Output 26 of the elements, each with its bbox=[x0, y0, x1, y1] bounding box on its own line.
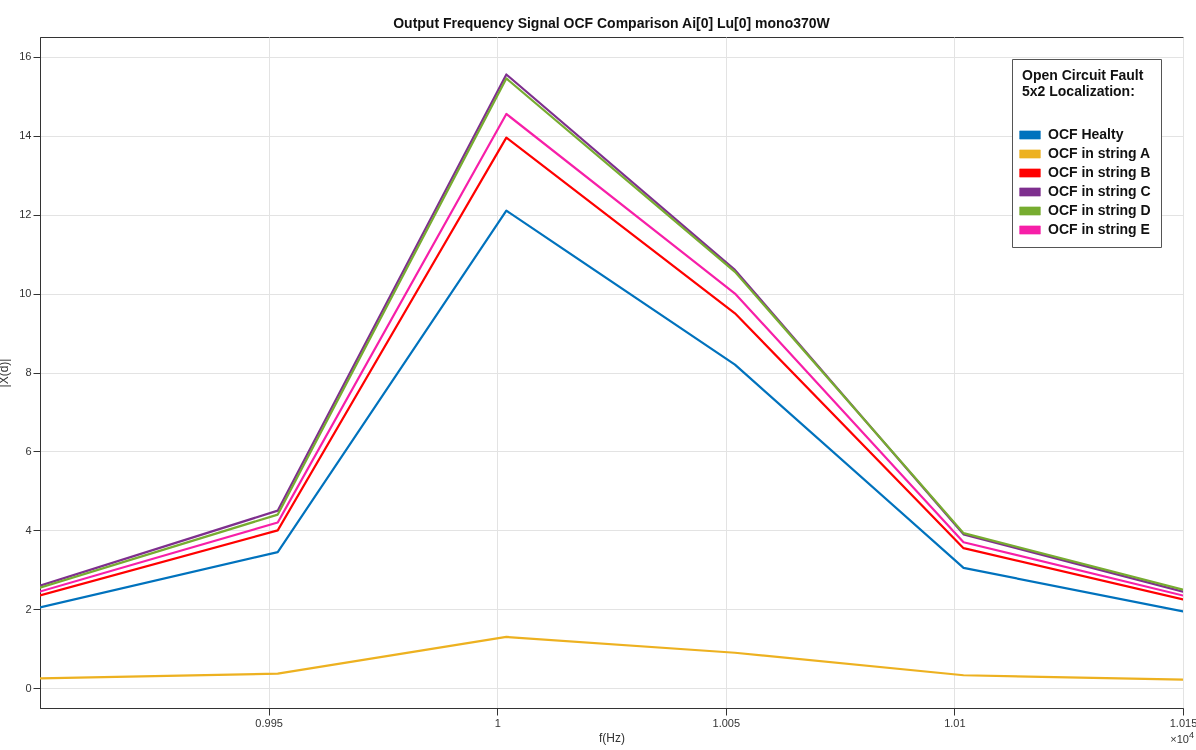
legend-label: OCF in string B bbox=[1048, 164, 1151, 180]
x-tick-label: 1.015 bbox=[1169, 716, 1196, 729]
y-tick-label: 2 bbox=[25, 602, 32, 615]
legend-label: OCF in string E bbox=[1048, 221, 1150, 237]
x-tick-label: 1.005 bbox=[712, 716, 741, 729]
legend-title: Open Circuit Fault 5x2 Localization: bbox=[1022, 67, 1144, 99]
y-tick-label: 0 bbox=[25, 681, 32, 694]
line-series bbox=[40, 635, 1183, 681]
y-tick-label: 12 bbox=[19, 208, 32, 221]
legend-label: OCF in string D bbox=[1048, 202, 1151, 218]
x-axis-title: f(Hz) bbox=[599, 730, 625, 745]
legend-label: OCF Healty bbox=[1048, 126, 1124, 142]
x-tick-label: 1 bbox=[494, 716, 501, 729]
y-tick-label: 8 bbox=[25, 366, 32, 378]
x-tick-label: 0.995 bbox=[255, 716, 283, 729]
x-tick-label: 1.01 bbox=[944, 716, 966, 729]
y-tick-label: 14 bbox=[19, 129, 32, 142]
legend-label: OCF in string C bbox=[1048, 183, 1151, 199]
y-tick-label: 6 bbox=[25, 444, 32, 457]
legend-label: OCF in string A bbox=[1048, 145, 1151, 161]
chart-title: Output Frequency Signal OCF Comparison Ai[0] Lu[0] mono370W bbox=[393, 15, 831, 31]
y-tick-label: 10 bbox=[19, 287, 32, 300]
y-axis-title: |X(d)| bbox=[0, 358, 12, 388]
y-tick-label: 16 bbox=[19, 50, 32, 63]
y-tick-label: 4 bbox=[25, 523, 32, 536]
text: ×10$^{4}$ bbox=[1170, 730, 1194, 745]
